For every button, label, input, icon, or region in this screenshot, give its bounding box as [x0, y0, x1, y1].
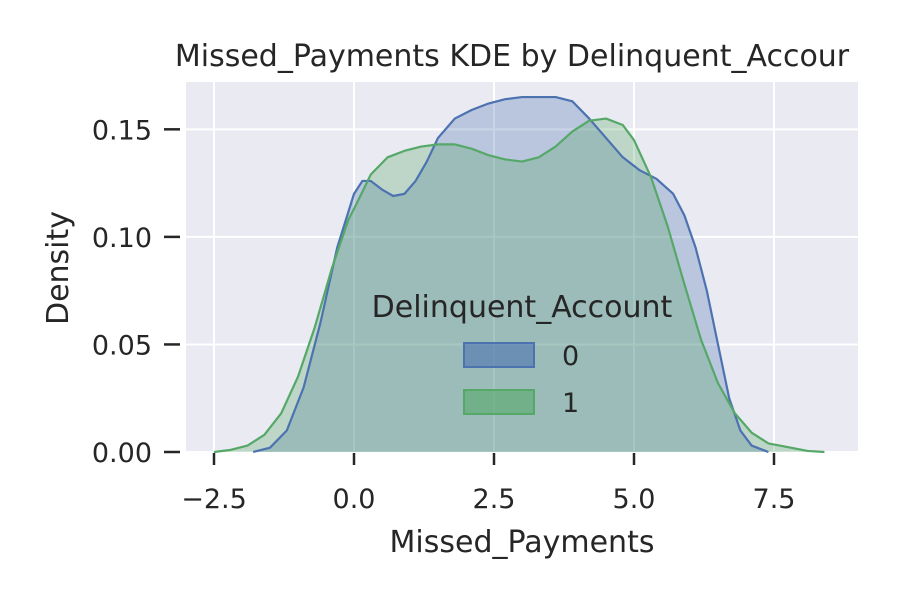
y-tick-label: 0.15: [92, 115, 152, 146]
legend-title: Delinquent_Account: [372, 290, 673, 325]
density-line-0: [252, 95, 769, 454]
density-area-0: [253, 97, 769, 452]
y-tick-label: 0.05: [92, 330, 152, 361]
chart-title: Missed_Payments KDE by Delinquent_Accour: [175, 39, 850, 74]
x-axis-label: Missed_Payments: [390, 525, 655, 560]
axis-ticks: −2.5 0.0 2.5 5.0 7.5 0.00 0.05 0.10 0.15: [92, 115, 796, 515]
y-tick-label: 0.10: [92, 223, 152, 254]
density-line-1: [213, 117, 825, 454]
density-lines: [213, 95, 825, 454]
legend-swatch-0: [463, 342, 535, 368]
x-tick-label: 5.0: [613, 484, 656, 515]
legend-label-0: 0: [562, 341, 579, 372]
x-tick-label: 7.5: [753, 484, 796, 515]
legend-swatch-1: [463, 389, 535, 415]
grid-lines: [186, 82, 858, 453]
legend-label-1: 1: [562, 388, 579, 419]
legend: Delinquent_Account 0 1: [372, 290, 673, 419]
x-tick-label: −2.5: [181, 484, 247, 515]
x-tick-label: 0.0: [333, 484, 376, 515]
y-axis-label: Density: [41, 211, 76, 325]
x-tick-label: 2.5: [473, 484, 516, 515]
density-areas: [214, 97, 825, 452]
y-tick-label: 0.00: [92, 438, 152, 469]
density-area-1: [214, 118, 825, 452]
